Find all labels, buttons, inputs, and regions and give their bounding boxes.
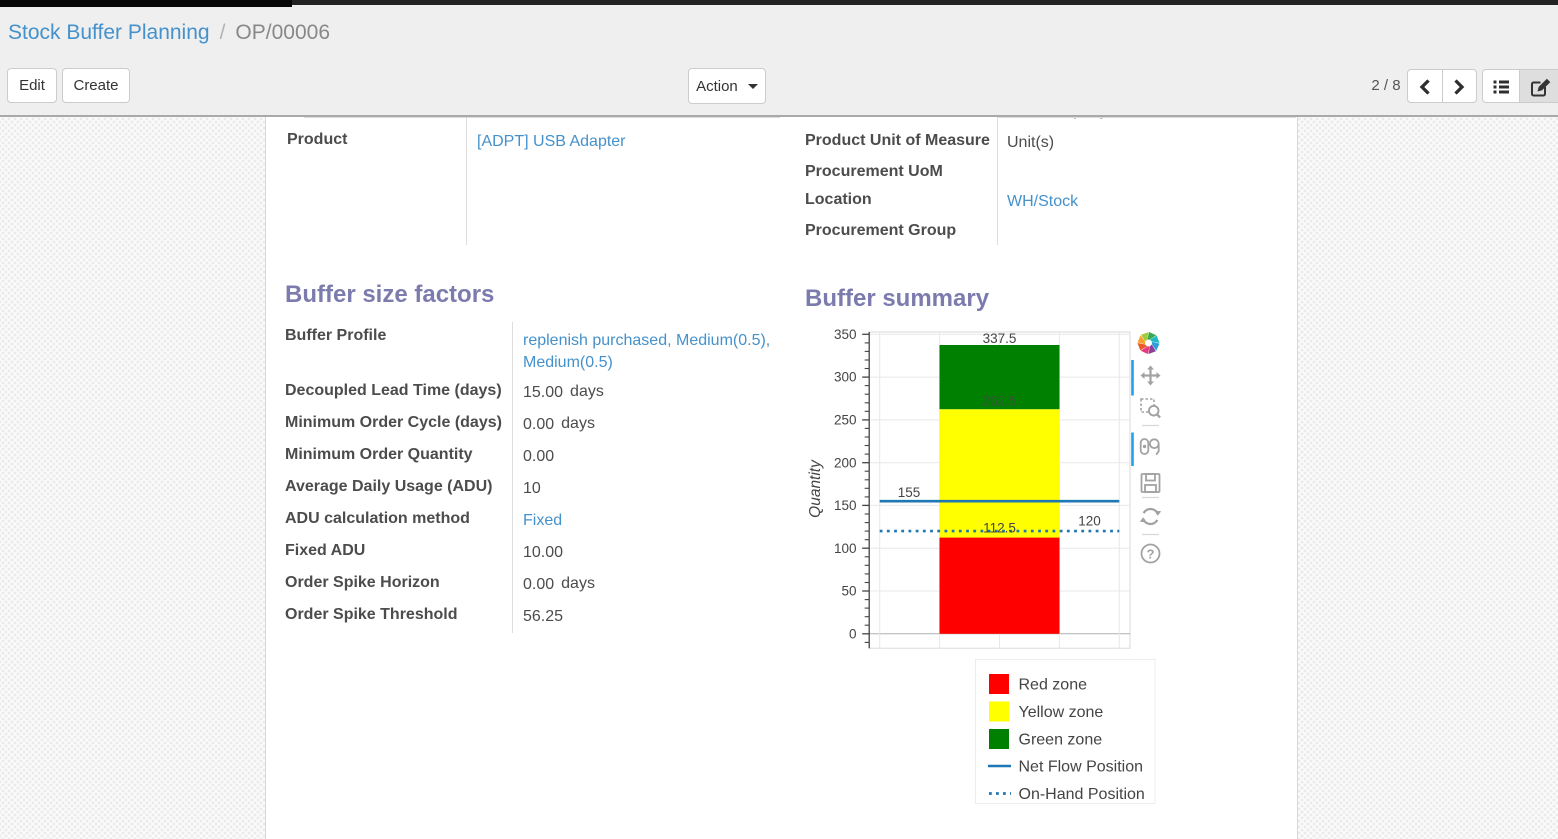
svg-text:350: 350 [834,327,857,342]
svg-text:155: 155 [898,485,921,500]
svg-text:262.5: 262.5 [983,394,1017,409]
svg-text:120: 120 [1078,514,1101,529]
svg-text:Red zone: Red zone [1019,677,1088,694]
svg-text:Green zone: Green zone [1019,732,1103,749]
svg-text:200: 200 [834,455,857,470]
svg-text:Quantity: Quantity [807,459,824,518]
svg-text:337.5: 337.5 [983,331,1017,346]
svg-text:150: 150 [834,498,857,513]
svg-text:0: 0 [849,626,857,641]
svg-text:?: ? [1147,547,1155,562]
svg-text:Net Flow Position: Net Flow Position [1019,759,1144,776]
svg-text:112.5: 112.5 [983,521,1016,536]
svg-text:On-Hand Position: On-Hand Position [1019,786,1145,803]
svg-text:Yellow zone: Yellow zone [1019,704,1104,721]
svg-text:300: 300 [834,370,857,385]
svg-text:250: 250 [834,413,857,428]
svg-text:100: 100 [834,541,857,556]
svg-text:50: 50 [841,584,856,599]
